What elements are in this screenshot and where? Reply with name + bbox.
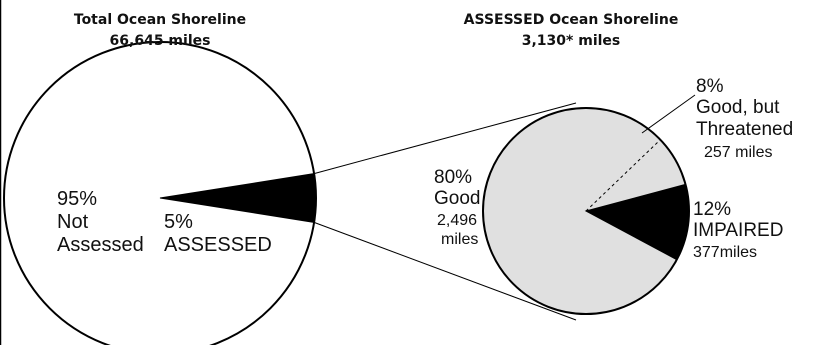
right-chart-subtitle: 3,130* miles <box>522 33 621 49</box>
right-chart-title: ASSESSED Ocean Shoreline <box>464 12 679 28</box>
slice-label-good-miles: 2,496 <box>437 212 477 229</box>
slice-label-good-unit: miles <box>441 231 478 248</box>
slice-divider-dashed <box>585 139 661 212</box>
slice-label-good-percent: 80% <box>434 167 472 188</box>
slice-label-threatened-line1: Good, but <box>696 97 780 118</box>
left-chart-title: Total Ocean Shoreline <box>74 12 246 28</box>
slice-label-not-assessed-line1: Not <box>57 211 89 233</box>
slice-label-not-assessed-percent: 95% <box>57 188 97 210</box>
assessed-shoreline-pie <box>482 107 690 315</box>
connector-line-top <box>313 102 577 175</box>
total-shoreline-pie <box>3 41 317 345</box>
left-chart-subtitle: 66,645 miles <box>110 33 211 49</box>
slice-label-threatened-line2: Threatened <box>696 119 793 140</box>
pie-slice-good-threatened <box>586 139 686 211</box>
assessed-pie-circle <box>482 107 690 315</box>
callout-line-threatened <box>641 94 696 134</box>
pie-slice-good <box>482 107 677 314</box>
connector-line-bottom <box>313 221 577 321</box>
slice-label-threatened-percent: 8% <box>696 76 724 97</box>
slice-label-impaired-percent: 12% <box>693 199 731 220</box>
slice-label-good-name: Good <box>434 188 480 209</box>
slice-label-impaired-miles: 377miles <box>693 244 757 261</box>
slice-label-assessed-name: ASSESSED <box>164 234 272 256</box>
slice-label-assessed-percent: 5% <box>164 211 193 233</box>
pie-slice-assessed <box>159 173 317 223</box>
slice-label-impaired-name: IMPAIRED <box>693 220 783 241</box>
slice-label-not-assessed-line2: Assessed <box>57 234 144 256</box>
slice-label-threatened-miles: 257 miles <box>704 144 772 161</box>
